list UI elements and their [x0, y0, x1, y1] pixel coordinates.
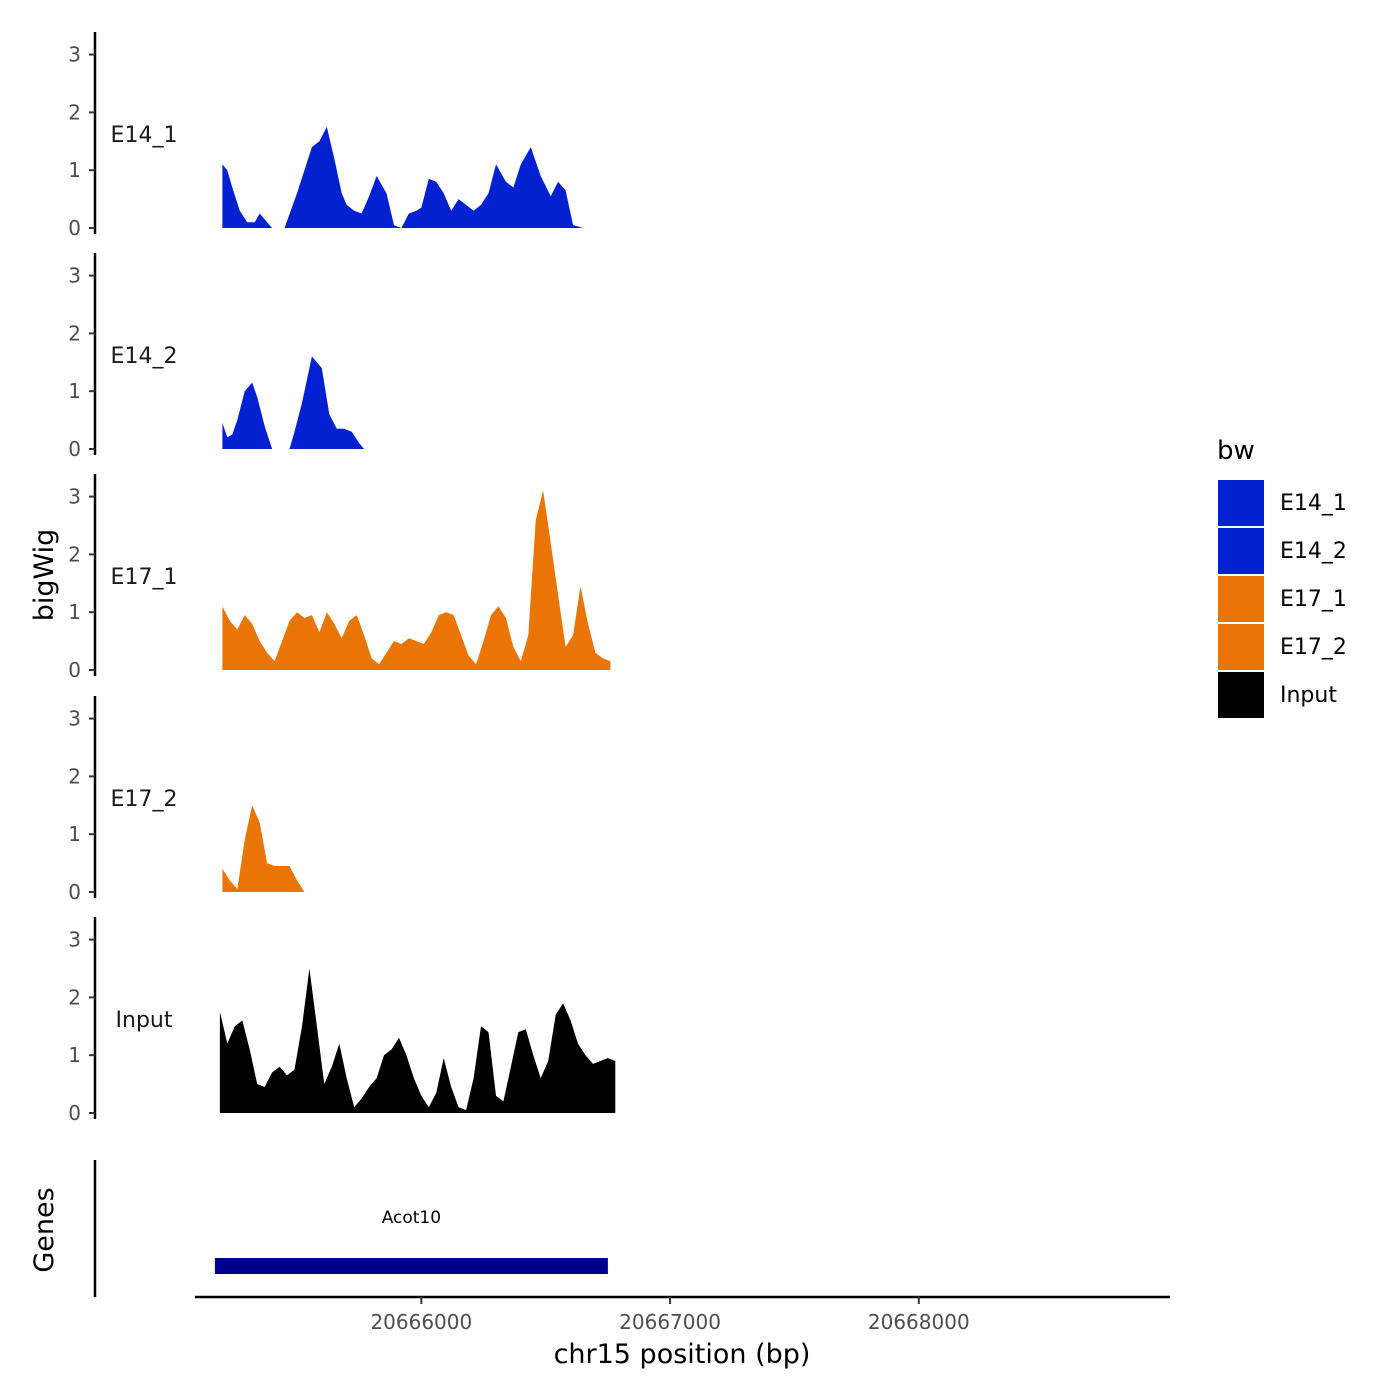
x-tick-label: 20666000	[370, 1310, 472, 1334]
coverage-area	[222, 805, 305, 892]
y-tick-label: 2	[68, 542, 81, 566]
y-tick-label: 3	[68, 485, 81, 509]
x-axis-title: chr15 position (bp)	[554, 1339, 811, 1370]
legend-key-E14_1	[1218, 480, 1264, 526]
track-E14_1: 0 1 2 3 E14_1	[68, 32, 593, 240]
y-tick-label: 3	[68, 43, 81, 67]
track-E17_1: 0 1 2 3 E17_1	[68, 474, 611, 682]
legend-label: Input	[1280, 683, 1337, 708]
track-label: E14_2	[111, 344, 178, 369]
track-label: Input	[116, 1008, 173, 1033]
coverage-area	[222, 164, 285, 228]
legend-label: E17_2	[1280, 635, 1347, 660]
legend-label: E17_1	[1280, 587, 1347, 612]
coverage-area	[284, 126, 593, 228]
legend-key-E17_2	[1218, 624, 1264, 670]
y-tick-label: 0	[68, 880, 81, 904]
x-axis: 20666000 20667000 20668000	[195, 1295, 1170, 1334]
gene-panel: Acot10	[93, 1160, 608, 1297]
x-tick-label: 20667000	[619, 1310, 721, 1334]
y-tick-label: 2	[68, 321, 81, 345]
y-tick-label: 1	[68, 600, 81, 624]
legend: bw E14_1 E14_2 E17_1 E17_2 Input	[1217, 436, 1347, 718]
legend-label: E14_2	[1280, 539, 1347, 564]
coverage-area	[222, 490, 611, 670]
y-tick-label: 0	[68, 216, 81, 240]
y-tick-label: 2	[68, 100, 81, 124]
legend-label: E14_1	[1280, 491, 1347, 516]
y-tick-label: 1	[68, 1043, 81, 1067]
legend-key-E17_1	[1218, 576, 1264, 622]
track-label: E14_1	[111, 123, 178, 148]
y-tick-label: 0	[68, 658, 81, 682]
legend-title: bw	[1217, 436, 1255, 466]
y-tick-label: 1	[68, 158, 81, 182]
legend-key-E14_2	[1218, 528, 1264, 574]
gene-body	[214, 1258, 608, 1274]
y-tick-label: 1	[68, 379, 81, 403]
coverage-tracks: 0 1 2 3 E14_1 0 1 2 3 E14_2 0 1 2 3 E17_1 0 1 2 3 E17_2 0 1 2 3…	[68, 32, 616, 1125]
y-tick-label: 2	[68, 985, 81, 1009]
gene-label: Acot10	[382, 1208, 441, 1228]
coverage-area	[289, 356, 365, 449]
track-label: E17_1	[111, 565, 178, 590]
y-tick-label: 0	[68, 1101, 81, 1125]
y-tick-label: 3	[68, 264, 81, 288]
track-E14_2: 0 1 2 3 E14_2	[68, 253, 365, 461]
track-E17_2: 0 1 2 3 E17_2	[68, 696, 305, 904]
y-tick-label: 0	[68, 437, 81, 461]
y-tick-label: 3	[68, 707, 81, 731]
y-tick-label: 3	[68, 928, 81, 952]
gene-panel-title: Genes	[29, 1187, 60, 1272]
y-axis-title: bigWig	[29, 529, 60, 622]
coverage-area	[222, 382, 278, 449]
y-tick-label: 1	[68, 822, 81, 846]
legend-key-Input	[1218, 672, 1264, 718]
coverage-area	[219, 968, 616, 1113]
track-label: E17_2	[111, 787, 178, 812]
y-tick-label: 2	[68, 764, 81, 788]
track-Input: 0 1 2 3 Input	[68, 917, 616, 1125]
x-tick-label: 20668000	[868, 1310, 970, 1334]
